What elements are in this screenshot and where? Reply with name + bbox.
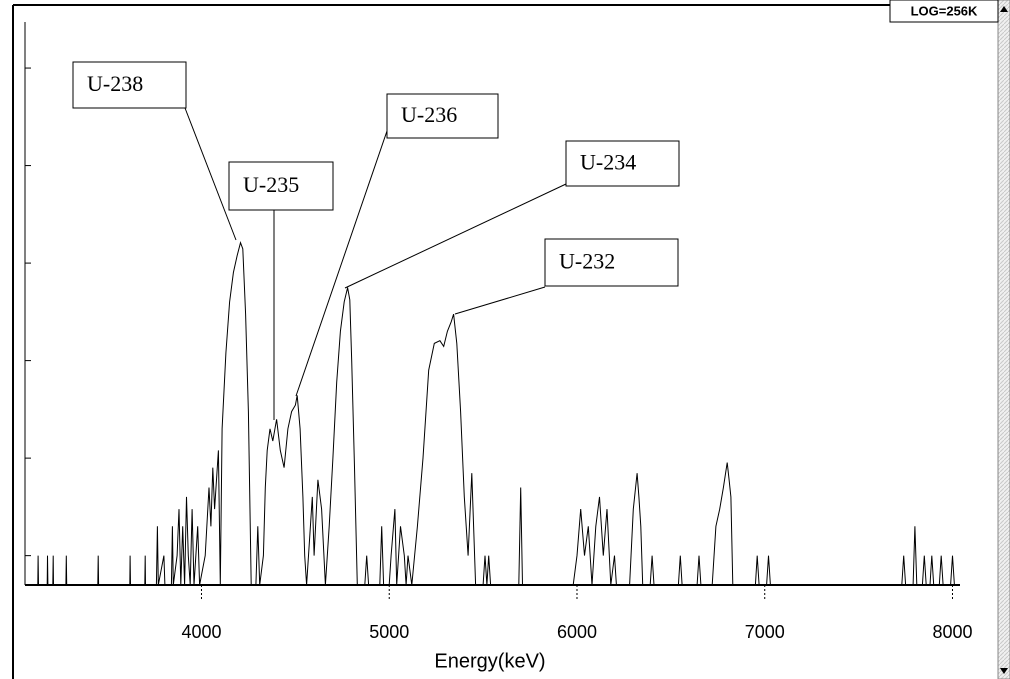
annotation-label: U-238 — [87, 71, 143, 96]
annotation-box — [72, 61, 187, 109]
x-axis-label: Energy(keV) — [434, 650, 545, 672]
scroll-down[interactable] — [1000, 668, 1008, 674]
annotation-label: U-232 — [559, 249, 615, 274]
annotation-box — [386, 93, 499, 139]
annotation-leader — [454, 286, 546, 315]
scrollbar[interactable] — [997, 0, 1010, 679]
x-tick-label: 8000 — [932, 622, 972, 642]
annotation-label: U-236 — [401, 102, 457, 127]
annotation-leader — [295, 130, 388, 397]
scroll-up[interactable] — [1000, 6, 1008, 12]
scale-label: LOG=256K — [911, 3, 978, 18]
x-tick-label: 4000 — [181, 622, 221, 642]
spectrum-line — [32, 241, 960, 586]
annotation-box — [228, 161, 334, 211]
x-tick-label: 7000 — [745, 622, 785, 642]
annotation-label: U-234 — [580, 150, 636, 175]
x-tick-label: 6000 — [557, 622, 597, 642]
annotation-leader — [344, 183, 567, 289]
annotation-leader — [184, 107, 237, 241]
annotation-label: U-235 — [243, 172, 299, 197]
annotation-box — [565, 140, 680, 187]
annotation-box — [544, 238, 679, 287]
x-tick-label: 5000 — [369, 622, 409, 642]
scale-box — [889, 0, 999, 23]
